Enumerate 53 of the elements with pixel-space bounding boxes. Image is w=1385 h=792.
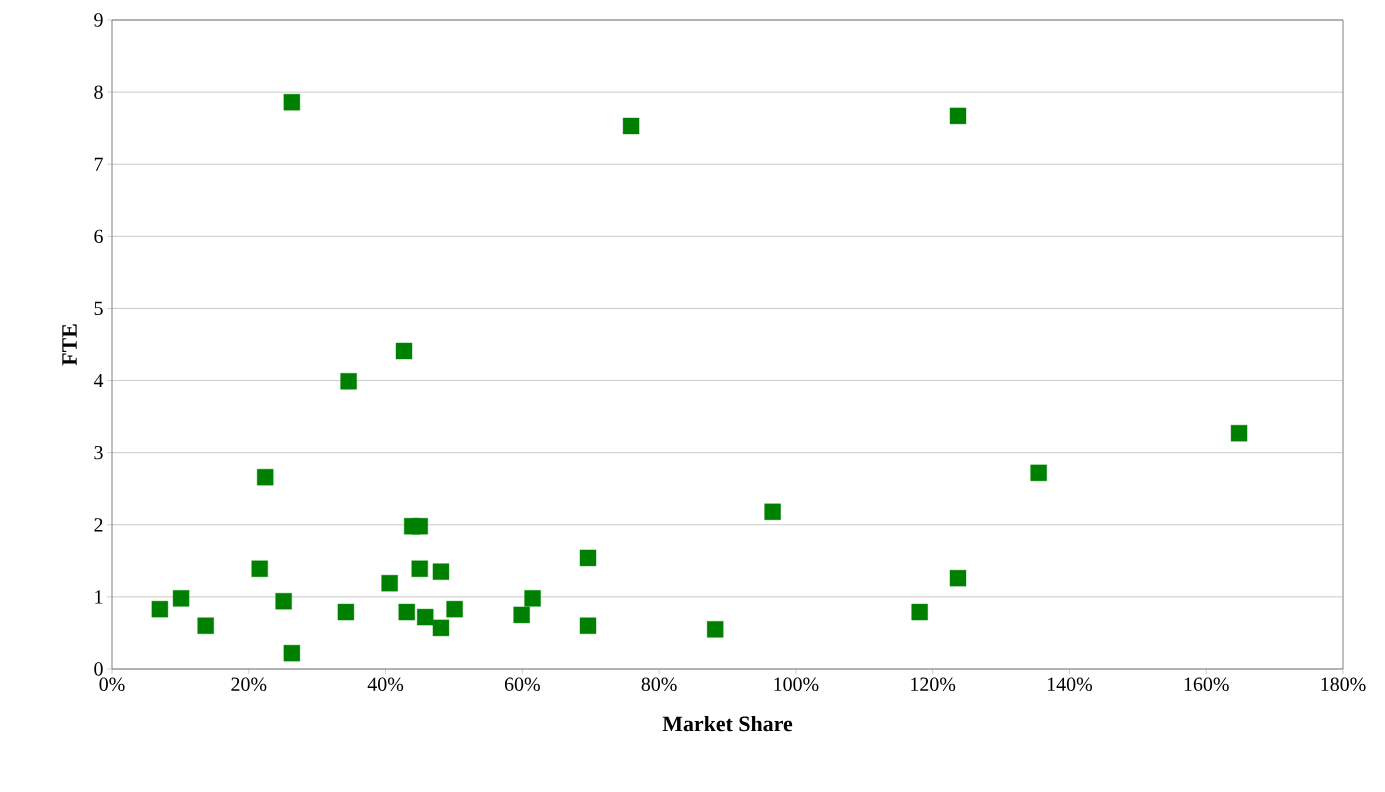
point [579, 617, 597, 634]
point [283, 644, 301, 662]
y-tick-label: 7 [94, 157, 103, 171]
point [395, 342, 413, 360]
x-tick-label: 80% [641, 677, 677, 692]
point [513, 606, 530, 624]
x-tick-label: 0% [99, 677, 125, 692]
point [949, 569, 967, 587]
point [1230, 425, 1248, 442]
point [381, 574, 398, 592]
point [337, 603, 355, 621]
point [911, 603, 928, 621]
x-tick-label: 20% [231, 677, 267, 692]
y-axis-title: FTE [62, 324, 77, 366]
point [524, 590, 541, 607]
x-tick-label: 180% [1321, 677, 1366, 692]
y-tick-label: 2 [94, 518, 103, 532]
point [949, 107, 967, 125]
point [417, 608, 434, 626]
point [256, 468, 274, 486]
point [340, 373, 357, 390]
y-tick-label: 4 [93, 374, 104, 388]
y-tick-label: 3 [94, 445, 103, 460]
point [1030, 464, 1047, 482]
point [432, 619, 450, 637]
point [275, 593, 292, 610]
point [251, 560, 268, 577]
y-tick-label: 1 [95, 590, 103, 604]
point [197, 617, 214, 634]
x-tick-label: 40% [367, 677, 404, 692]
point [151, 600, 169, 618]
y-tick-label: 0 [94, 662, 103, 676]
point [283, 94, 301, 111]
point [764, 503, 781, 520]
point [622, 117, 640, 135]
y-tick-label: 9 [94, 13, 103, 27]
point [172, 590, 190, 607]
point [579, 549, 597, 567]
point [398, 603, 415, 621]
y-tick-label: 8 [94, 85, 103, 99]
x-tick-label: 60% [504, 677, 540, 692]
point [432, 563, 450, 580]
x-tick-label: 140% [1047, 677, 1093, 692]
point [706, 621, 724, 638]
point [411, 518, 428, 535]
point [446, 600, 463, 618]
x-tick-label: 100% [774, 677, 819, 692]
y-tick-label: 5 [94, 301, 103, 316]
x-tick-label: 160% [1184, 677, 1229, 692]
x-axis-title: Market Share [662, 715, 793, 732]
x-tick-label: 120% [911, 677, 956, 692]
point [411, 560, 428, 577]
y-tick-label: 6 [94, 229, 103, 244]
